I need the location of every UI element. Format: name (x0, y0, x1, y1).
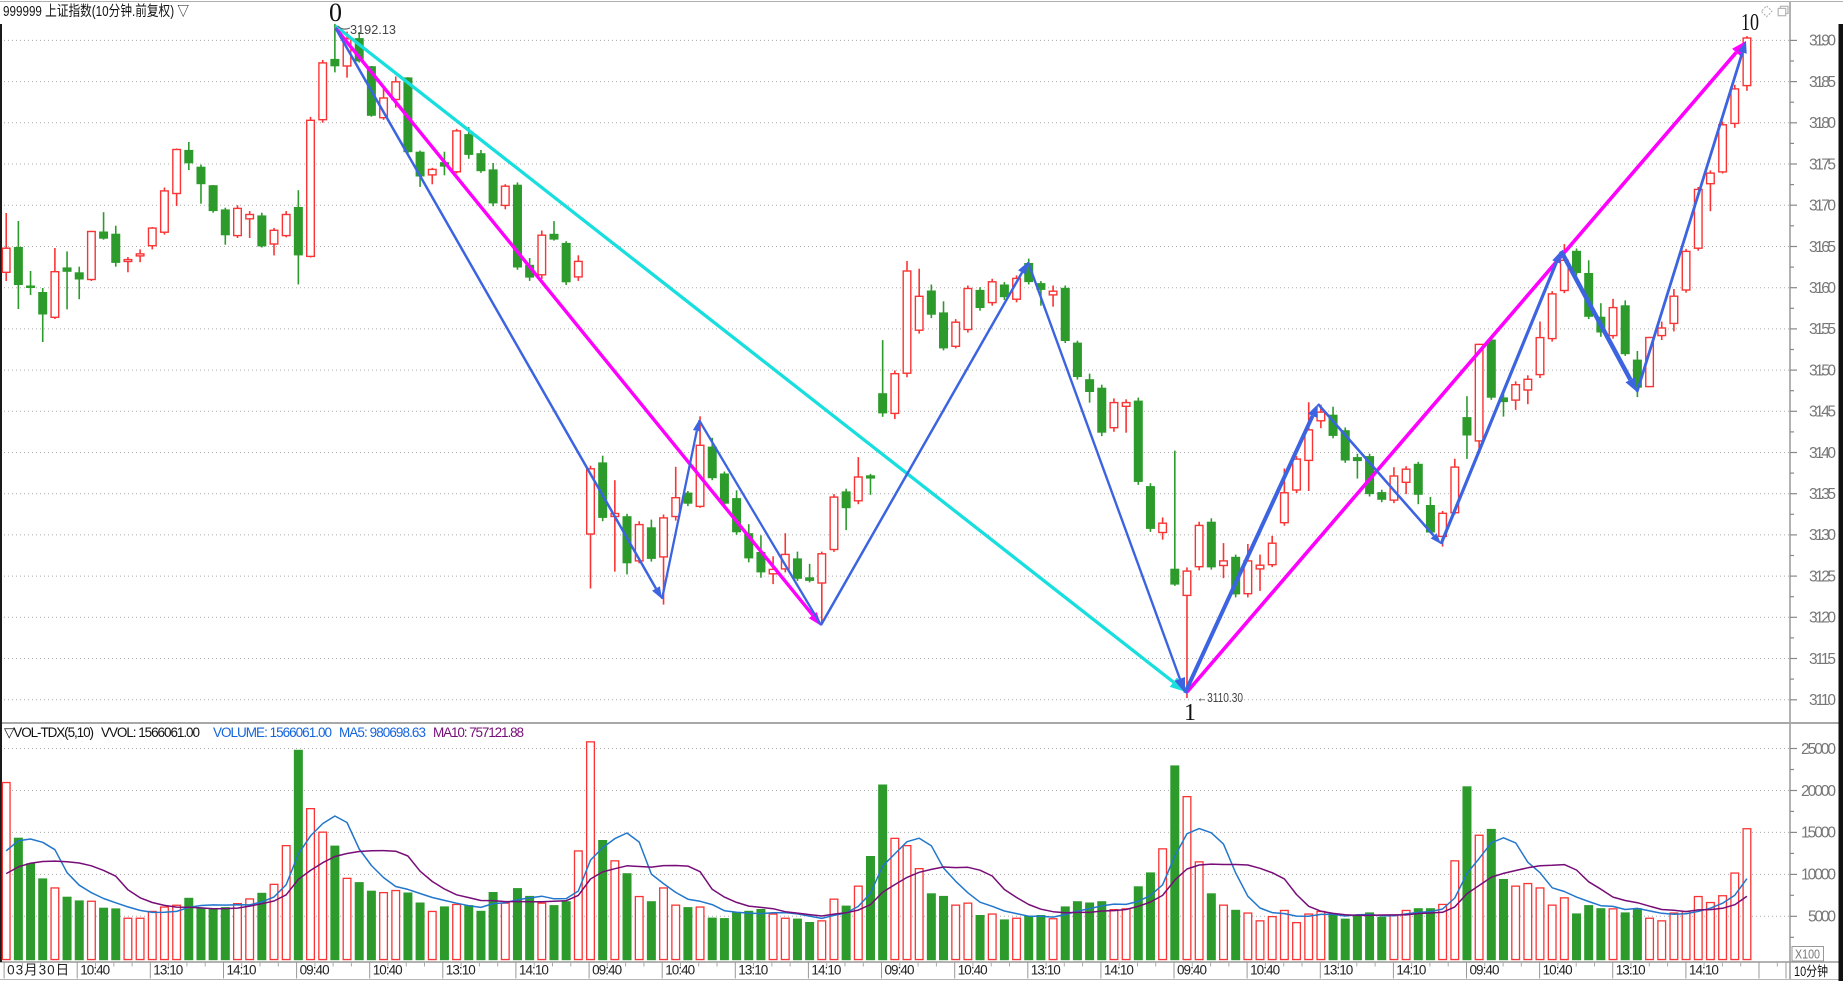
svg-text:1: 1 (1184, 700, 1196, 726)
svg-text:10: 10 (1741, 10, 1759, 36)
svg-text:14:10: 14:10 (519, 963, 549, 978)
svg-text:3110: 3110 (1809, 692, 1836, 709)
svg-text:←3110.30: ←3110.30 (1197, 690, 1243, 705)
svg-text:3180: 3180 (1809, 115, 1836, 132)
svg-text:14:10: 14:10 (1689, 963, 1719, 978)
svg-text:VVOL: 1566061.00: VVOL: 1566061.00 (101, 725, 200, 740)
svg-text:13:10: 13:10 (738, 963, 768, 978)
svg-text:13:10: 13:10 (446, 963, 476, 978)
svg-text:3130: 3130 (1809, 527, 1836, 544)
svg-text:09:40: 09:40 (885, 963, 915, 978)
svg-text:3170: 3170 (1809, 198, 1836, 215)
svg-text:20000: 20000 (1801, 783, 1836, 800)
svg-text:3190: 3190 (1809, 33, 1836, 50)
svg-text:10分钟: 10分钟 (1794, 963, 1828, 979)
svg-text:MA5: 980698.63: MA5: 980698.63 (339, 725, 426, 740)
svg-text:3192.13: 3192.13 (350, 22, 396, 37)
svg-text:09:40: 09:40 (300, 963, 330, 978)
svg-text:MA10: 757121.88: MA10: 757121.88 (433, 725, 524, 740)
svg-text:3140: 3140 (1809, 445, 1836, 462)
svg-text:14:10: 14:10 (1396, 963, 1426, 978)
svg-text:3165: 3165 (1809, 239, 1836, 256)
svg-text:VOLUME: 1566061.00: VOLUME: 1566061.00 (213, 725, 332, 740)
svg-text:3125: 3125 (1809, 568, 1836, 585)
svg-text:14:10: 14:10 (227, 963, 257, 978)
svg-text:999999 上证指数(10分钟.前复权) ▽: 999999 上证指数(10分钟.前复权) ▽ (3, 2, 189, 20)
svg-text:10:40: 10:40 (1250, 963, 1280, 978)
svg-text:03月30日: 03月30日 (7, 963, 69, 978)
svg-text:3185: 3185 (1809, 74, 1836, 91)
svg-text:10:40: 10:40 (958, 963, 988, 978)
svg-text:10:40: 10:40 (665, 963, 695, 978)
svg-text:09:40: 09:40 (1177, 963, 1207, 978)
svg-text:X100: X100 (1795, 948, 1820, 962)
svg-text:14:10: 14:10 (811, 963, 841, 978)
svg-text:10000: 10000 (1801, 867, 1836, 884)
svg-text:3155: 3155 (1809, 321, 1836, 338)
svg-text:3120: 3120 (1809, 610, 1836, 627)
svg-text:13:10: 13:10 (1323, 963, 1353, 978)
svg-text:▽VOL-TDX(5,10): ▽VOL-TDX(5,10) (4, 725, 94, 740)
svg-text:14:10: 14:10 (1104, 963, 1134, 978)
svg-text:09:40: 09:40 (592, 963, 622, 978)
svg-text:13:10: 13:10 (1616, 963, 1646, 978)
svg-text:0: 0 (329, 0, 342, 27)
svg-text:15000: 15000 (1801, 825, 1836, 842)
svg-text:3145: 3145 (1809, 404, 1836, 421)
svg-text:3150: 3150 (1809, 362, 1836, 379)
svg-text:13:10: 13:10 (1031, 963, 1061, 978)
svg-text:3115: 3115 (1809, 651, 1836, 668)
svg-text:10:40: 10:40 (373, 963, 403, 978)
svg-text:3160: 3160 (1809, 280, 1836, 297)
svg-text:09:40: 09:40 (1470, 963, 1500, 978)
svg-text:25000: 25000 (1801, 741, 1836, 758)
svg-text:3175: 3175 (1809, 156, 1836, 173)
svg-text:10:40: 10:40 (1543, 963, 1573, 978)
svg-text:10:40: 10:40 (80, 963, 110, 978)
svg-text:5000: 5000 (1808, 909, 1836, 926)
svg-text:3135: 3135 (1809, 486, 1836, 503)
svg-text:13:10: 13:10 (153, 963, 183, 978)
